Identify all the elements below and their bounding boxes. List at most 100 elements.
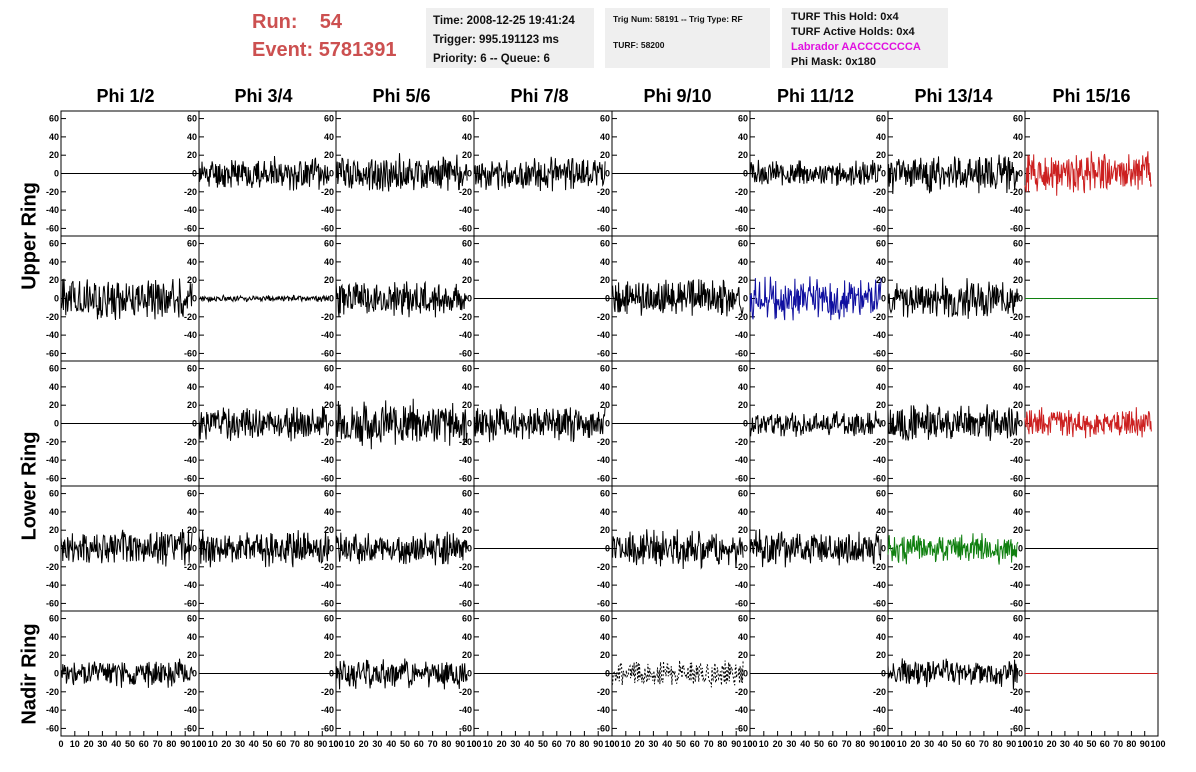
x-tick-label: 70 [704, 739, 714, 749]
panel-r2-c4-ytick-label: -40 [597, 455, 610, 465]
panel-r2-c7-ytick-label: 40 [1013, 382, 1023, 392]
panel-r2-c2-ytick-label: 60 [324, 364, 334, 374]
panel-r3-c7-ytick-label: -40 [1010, 580, 1023, 590]
panel-r0-c6-ytick-label: 60 [876, 114, 886, 124]
panel-r3-c7-ytick-label: 0 [1018, 544, 1023, 554]
panel-r4-c7-ytick-label: 0 [1018, 669, 1023, 679]
panel-r0-c0-ytick-label: 40 [49, 132, 59, 142]
panel-r0-c5-ytick-label: 40 [738, 132, 748, 142]
panel-r0-c1-ytick-label: -60 [184, 223, 197, 233]
panel-r2-c3-ytick-label: -20 [459, 437, 472, 447]
panel-r4-c3-ytick-label: -20 [459, 687, 472, 697]
trigger-text: Trigger: 995.191123 ms [433, 34, 559, 46]
panel-r2-c5-ytick-label: 40 [738, 382, 748, 392]
x-tick-label: 80 [441, 739, 451, 749]
panel-r3-c4-ytick-label: 40 [600, 507, 610, 517]
panel-r4-c2-ytick-label: 40 [324, 632, 334, 642]
panel-r4-c7-ytick-label: 40 [1013, 632, 1023, 642]
x-tick-label: 100 [191, 739, 206, 749]
panel-r3-c0-ytick-label: 0 [54, 544, 59, 554]
panel-r2-c1-frame [198, 360, 337, 487]
panel-r2-c1-ytick-label: 20 [187, 400, 197, 410]
panel-r1-c2-waveform [335, 280, 468, 318]
panel-r1-c1-ytick-label: -40 [184, 330, 197, 340]
panel-r2-c5-ytick-label: -40 [735, 455, 748, 465]
panel-r1-c0-ytick-label: 40 [49, 257, 59, 267]
x-tick-label: 100 [328, 739, 343, 749]
panel-r1-c2-ytick-label: 0 [329, 294, 334, 304]
panel-r4-c1-ytick-label: -40 [184, 705, 197, 715]
panel-r1-c1-ytick-label: 20 [187, 275, 197, 285]
x-tick-label: 20 [773, 739, 783, 749]
panel-r4-c5-ytick-label: -60 [735, 723, 748, 733]
panel-r0-c6-ytick-label: 40 [876, 132, 886, 142]
panel-r3-c3-ytick-label: -60 [459, 598, 472, 608]
panel-r4-c4-waveform [611, 660, 744, 688]
x-tick-label: 10 [70, 739, 80, 749]
panel-r0-c5-ytick-label: -40 [735, 205, 748, 215]
x-tick-label: 30 [924, 739, 934, 749]
x-tick-label: 0 [333, 739, 338, 749]
panel-r2-c6-ytick-label: 20 [876, 400, 886, 410]
x-tick-label: 60 [828, 739, 838, 749]
x-tick-label: 40 [111, 739, 121, 749]
panel-r2-c1-ytick-label: -20 [184, 437, 197, 447]
panel-r3-c3-ytick-label: 60 [462, 489, 472, 499]
panel-r2-c0-ytick-label: 40 [49, 382, 59, 392]
panel-r4-c4-ytick-label: -40 [597, 705, 610, 715]
panel-r3-c6-ytick-label: -20 [873, 562, 886, 572]
panel-r2-c0-ytick-label: 20 [49, 400, 59, 410]
panel-r4-c0-waveform [60, 658, 193, 688]
panel-r3-c3-ytick-label: 0 [467, 544, 472, 554]
x-tick-label: 30 [648, 739, 658, 749]
x-tick-label: 50 [814, 739, 824, 749]
panel-r4-c1-ytick-label: -20 [184, 687, 197, 697]
panel-r0-c4-ytick-label: 40 [600, 132, 610, 142]
panel-r3-c4-ytick-label: 20 [600, 525, 610, 535]
x-tick-label: 0 [1022, 739, 1027, 749]
x-tick-label: 60 [139, 739, 149, 749]
x-tick-label: 20 [84, 739, 94, 749]
x-tick-label: 90 [180, 739, 190, 749]
panel-r0-c2-ytick-label: 40 [324, 132, 334, 142]
panel-r1-c5-ytick-label: 40 [738, 257, 748, 267]
panel-r4-c1-ytick-label: 0 [192, 669, 197, 679]
panel-r4-c6-waveform [887, 658, 1019, 690]
panel-r3-c5-ytick-label: 0 [743, 544, 748, 554]
panel-r0-c7-ytick-label: 60 [1013, 114, 1023, 124]
panel-r4-c1-ytick-label: 60 [187, 614, 197, 624]
column-title-phi-7-8: Phi 7/8 [510, 86, 569, 106]
panel-r0-c1-ytick-label: 60 [187, 114, 197, 124]
x-tick-label: 60 [414, 739, 424, 749]
panel-r3-c7-ytick-label: 60 [1013, 489, 1023, 499]
panel-r3-c4-ytick-label: 0 [605, 544, 610, 554]
panel-r0-c5-ytick-label: 20 [738, 150, 748, 160]
panel-r4-c6-ytick-label: -40 [873, 705, 886, 715]
panel-r1-c3-ytick-label: -20 [459, 312, 472, 322]
panel-r4-c1-ytick-label: 20 [187, 650, 197, 660]
panel-r4-c3-ytick-label: 0 [467, 669, 472, 679]
panel-r0-c3-ytick-label: 0 [467, 169, 472, 179]
panel-r3-c2-ytick-label: 60 [324, 489, 334, 499]
panel-r2-c5-ytick-label: -20 [735, 437, 748, 447]
panel-r4-c3-ytick-label: 60 [462, 614, 472, 624]
panel-r3-c2-ytick-label: -60 [321, 598, 334, 608]
panel-r3-c4-ytick-label: -40 [597, 580, 610, 590]
panel-r0-c7-ytick-label: 20 [1013, 150, 1023, 160]
panel-r3-c1-waveform [198, 530, 330, 568]
turf-this-hold-text: TURF This Hold: 0x4 [791, 11, 899, 23]
panel-r4-c0-ytick-label: -40 [46, 705, 59, 715]
panel-r2-c1-ytick-label: -60 [184, 473, 197, 483]
panel-r1-c6-ytick-label: 20 [876, 275, 886, 285]
column-title-phi-15-16: Phi 15/16 [1052, 86, 1131, 106]
panel-r0-c6-ytick-label: -60 [873, 223, 886, 233]
run-line: Run: 54 [252, 8, 397, 36]
x-tick-label: 30 [786, 739, 796, 749]
x-tick-label: 70 [290, 739, 300, 749]
turf-text: TURF: 58200 [613, 40, 665, 50]
column-title-phi-11-12: Phi 11/12 [776, 86, 855, 106]
panel-r2-c4-ytick-label: 60 [600, 364, 610, 374]
panel-r3-c4-ytick-label: -20 [597, 562, 610, 572]
panel-r2-c2-waveform [335, 398, 468, 450]
column-title-phi-1-2: Phi 1/2 [96, 86, 155, 106]
